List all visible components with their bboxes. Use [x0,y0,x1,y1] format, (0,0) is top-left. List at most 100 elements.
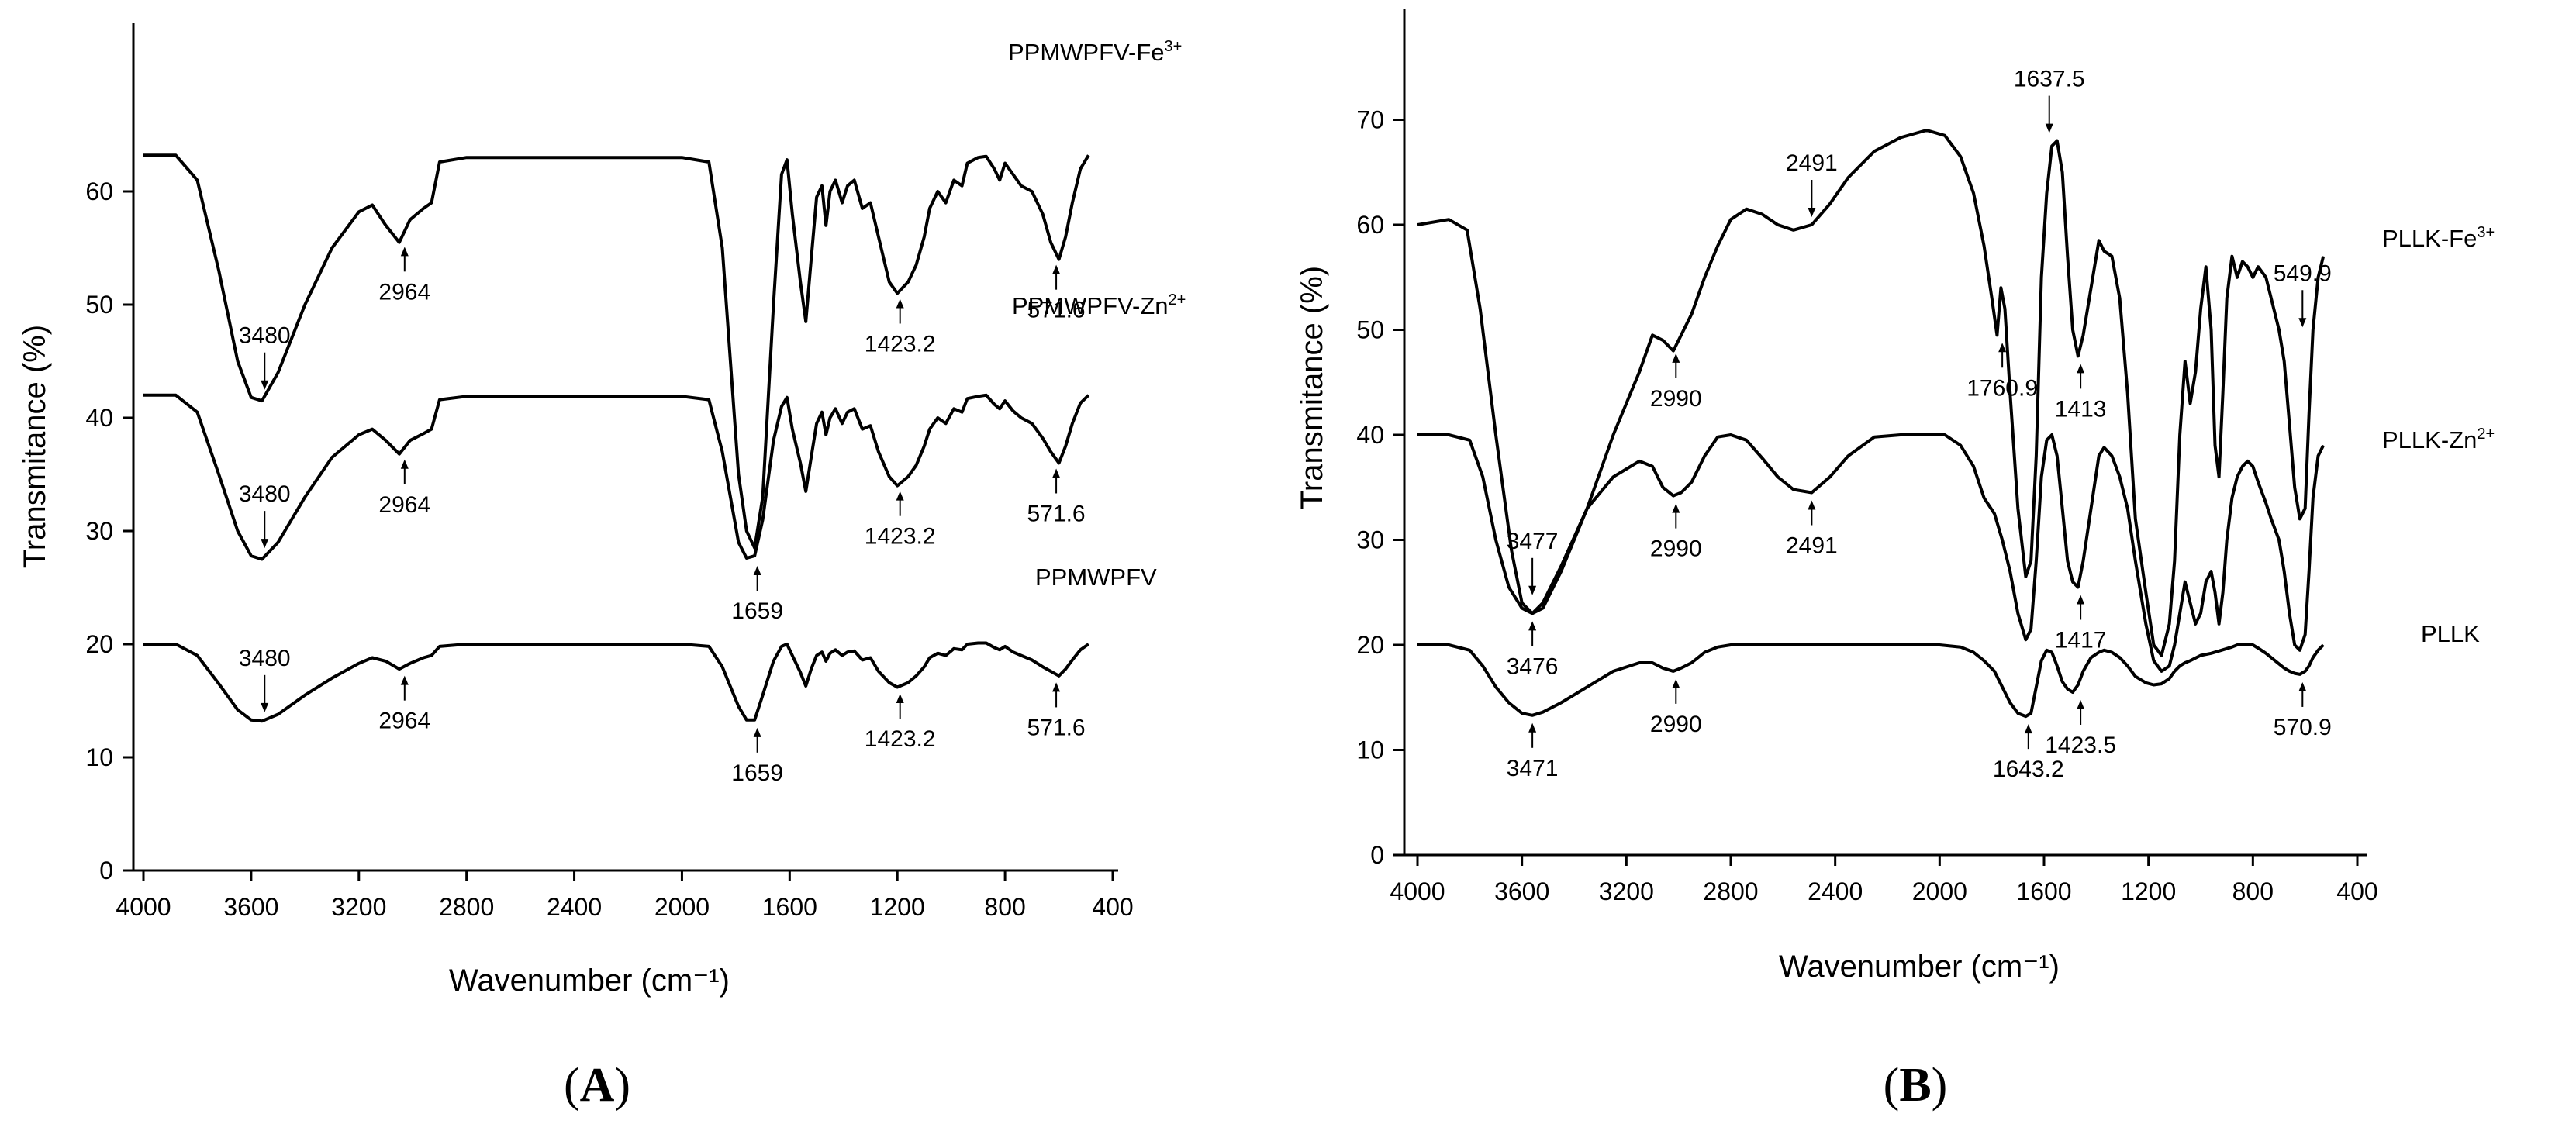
panel-b-y-axis-title: Transmitance (%) [1295,266,1329,509]
series-line-pllk-fe3- [1417,129,2326,657]
x-tick-label: 1200 [2121,877,2176,905]
x-tick-label: 800 [2232,877,2274,905]
peak-label: 571.6 [1027,715,1086,740]
peak-label: 3480 [239,646,291,671]
peak-annotation: 1423.5 [2045,699,2116,758]
y-tick-label: 50 [1356,316,1384,344]
panel-a-label: (A) [564,1059,630,1112]
peak-label: 2964 [378,279,430,305]
peak-label: 2990 [1650,536,1702,562]
peak-annotation: 570.9 [2274,681,2332,740]
x-tick-label: 2400 [1808,877,1863,905]
peak-label: 1417 [2055,627,2107,653]
peak-label: 2990 [1650,712,1702,737]
peak-label: 1423.2 [865,331,936,357]
peak-label: 549.9 [2274,260,2332,286]
series-line-pllk-zn2- [1417,433,2325,673]
panel-a-chart: 4000 3600 3200 2800 2400 2000 1600 1200 800 400 0… [18,23,1186,1112]
y-tick-label: 0 [1370,841,1384,869]
y-tick-label: 0 [99,857,113,884]
x-tick-label: 800 [984,893,1025,921]
annotation-arrowhead [2077,699,2085,709]
annotation-arrowhead [1808,208,1816,217]
peak-annotation: 2964 [378,247,430,305]
peak-label: 571.6 [1027,298,1086,323]
panel-b-label: (B) [1884,1059,1948,1112]
y-tick-label: 20 [1356,631,1384,659]
peak-annotation: 571.6 [1027,264,1086,323]
x-tick-label: 2400 [547,893,602,921]
annotation-arrowhead [1672,503,1680,513]
annotation-arrowhead [753,727,761,737]
annotation-arrowhead [261,380,269,390]
peak-annotation: 1659 [731,566,783,624]
peak-annotation: 2491 [1786,150,1838,217]
peak-annotation: 3480 [239,646,291,712]
y-tick-label: 20 [85,630,113,658]
y-tick-label: 60 [1356,211,1384,239]
series-line-ppmwpfv-zn2- [143,393,1090,561]
peak-annotation: 1637.5 [2014,67,2085,133]
annotation-arrowhead [1808,500,1816,510]
annotation-arrowhead [261,702,269,712]
annotation-arrowhead [1672,678,1680,688]
x-tick-label: 3600 [223,893,278,921]
annotation-arrowhead [400,459,409,469]
peak-label: 2990 [1650,386,1702,412]
peak-annotation: 1423.2 [865,491,936,550]
x-tick-label: 3600 [1494,877,1549,905]
x-tick-label: 4000 [116,893,171,921]
peak-annotation: 3477 [1507,529,1559,595]
x-tick-label: 2800 [439,893,494,921]
annotation-arrowhead [261,539,269,549]
panel-b-x-axis-title: Wavenumber (cm⁻¹) [1779,950,2060,984]
peak-label: 2491 [1786,533,1838,559]
panel-a-series-label-plain: PPMWPFV [1035,564,1157,591]
peak-label: 1643.2 [1993,757,2064,782]
peak-label: 571.6 [1027,501,1086,526]
peak-label: 570.9 [2274,715,2332,740]
peak-label: 3476 [1507,653,1559,679]
annotation-arrowhead [400,247,409,257]
annotation-arrowhead [2077,595,2085,605]
x-tick-label: 1200 [870,893,925,921]
x-tick-label: 2000 [654,893,710,921]
peak-label: 2491 [1786,150,1838,176]
peak-label: 3477 [1507,529,1559,554]
x-tick-label: 2000 [1912,877,1967,905]
y-tick-label: 10 [1356,736,1384,764]
annotation-arrowhead [896,491,904,501]
peak-annotation: 2990 [1650,678,1702,737]
peak-label: 1760.9 [1967,375,2038,401]
panel-b-series-label-fe: PLLK-Fe3+ [2382,224,2495,252]
peak-annotation: 2990 [1650,353,1702,412]
y-tick-label: 30 [1356,526,1384,554]
peak-label: 1659 [731,598,783,624]
peak-label: 1637.5 [2014,67,2085,92]
peak-annotation: 1417 [2055,595,2107,653]
annotation-arrowhead [2024,724,2032,734]
x-tick-label: 1600 [762,893,817,921]
annotation-arrowhead [2077,364,2085,374]
annotation-arrowhead [400,675,409,685]
annotation-arrowhead [753,566,761,576]
peak-annotation: 2964 [378,675,430,734]
annotation-arrowhead [1528,722,1537,733]
annotation-arrowhead [896,694,904,704]
peak-label: 1659 [731,760,783,786]
panel-a-y-axis-title: Transmitance (%) [18,325,52,568]
annotation-arrowhead [1052,682,1061,692]
peak-label: 1413 [2055,396,2107,422]
annotation-arrowhead [2045,123,2053,133]
peak-annotation: 571.6 [1027,468,1086,526]
x-tick-label: 3200 [1599,877,1654,905]
annotation-arrowhead [1528,585,1537,595]
x-tick-label: 4000 [1390,877,1445,905]
annotation-arrowhead [1672,353,1680,363]
panel-a-series-label-zn: PPMWPFV-Zn2+ [1012,291,1186,319]
peak-label: 2964 [378,709,430,734]
annotation-arrowhead [1998,343,2007,353]
peak-label: 3480 [239,323,291,349]
y-tick-label: 40 [1356,421,1384,449]
